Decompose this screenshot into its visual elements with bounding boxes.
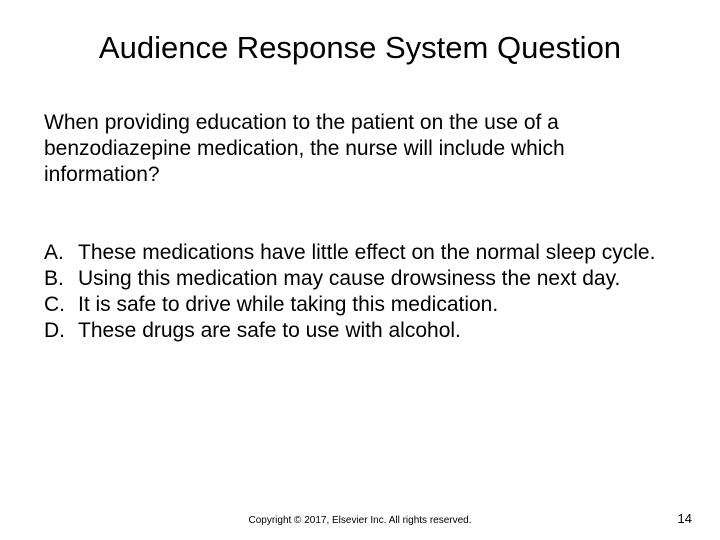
option-letter: A. xyxy=(44,240,78,266)
answer-option: D.These drugs are safe to use with alcoh… xyxy=(44,318,676,344)
option-text: It is safe to drive while taking this me… xyxy=(78,292,676,318)
answer-options: A.These medications have little effect o… xyxy=(0,240,720,344)
slide: Audience Response System Question When p… xyxy=(0,0,720,540)
option-letter: B. xyxy=(44,266,78,292)
slide-title: Audience Response System Question xyxy=(0,0,720,66)
answer-option: B.Using this medication may cause drowsi… xyxy=(44,266,676,292)
copyright-text: Copyright © 2017, Elsevier Inc. All righ… xyxy=(0,515,720,526)
answer-option: A.These medications have little effect o… xyxy=(44,240,676,266)
answer-option: C.It is safe to drive while taking this … xyxy=(44,292,676,318)
option-text: Using this medication may cause drowsine… xyxy=(78,266,676,292)
option-text: These medications have little effect on … xyxy=(78,240,676,266)
option-text: These drugs are safe to use with alcohol… xyxy=(78,318,676,344)
page-number: 14 xyxy=(678,511,692,526)
option-letter: D. xyxy=(44,318,78,344)
option-letter: C. xyxy=(44,292,78,318)
slide-footer: Copyright © 2017, Elsevier Inc. All righ… xyxy=(0,515,720,526)
question-text: When providing education to the patient … xyxy=(0,110,720,188)
